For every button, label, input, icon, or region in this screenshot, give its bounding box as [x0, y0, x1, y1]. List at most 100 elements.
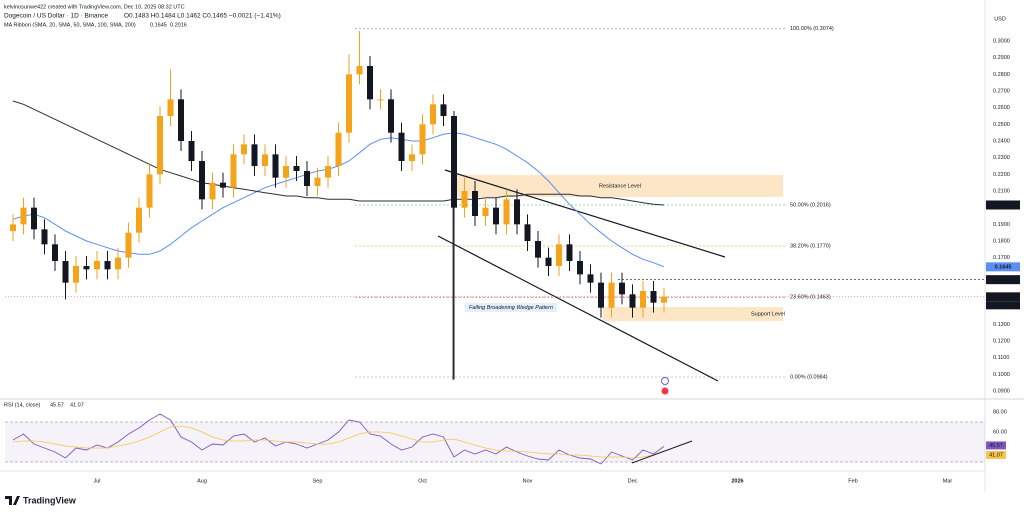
candle-body: [577, 261, 583, 275]
rsi-line: [12, 425, 665, 459]
moving-average: [12, 100, 665, 206]
candle-body: [356, 66, 363, 75]
candle-body: [178, 99, 184, 141]
candle-body: [451, 116, 457, 208]
y-tick-label: 0.1900: [993, 222, 1010, 228]
candle-body: [73, 266, 79, 283]
candle-body: [335, 132, 342, 166]
pattern-label-box: [465, 303, 557, 312]
candle-body: [52, 244, 58, 261]
candle-body: [20, 207, 27, 225]
candle-body: [220, 182, 226, 188]
y-tick-label: 0.3000: [993, 38, 1010, 44]
candle-body: [157, 116, 163, 175]
candle-body: [293, 166, 300, 171]
candle-body: [472, 191, 478, 216]
wedge-upper: [444, 169, 726, 258]
candle-body: [503, 199, 510, 225]
candle-body: [167, 99, 174, 116]
candle-body: [125, 232, 132, 258]
ma-badge-bg: [986, 262, 1020, 272]
candle-body: [587, 274, 594, 283]
y-tick-label: 0.1100: [993, 355, 1009, 361]
candle-body: [136, 207, 142, 233]
candle-body: [608, 282, 615, 308]
ma-badge: 0.1645: [995, 264, 1012, 270]
legend-value: 0.1645: [150, 22, 167, 28]
candle-body: [640, 291, 646, 308]
candle-body: [62, 261, 69, 283]
x-tick-label: Jul: [93, 478, 100, 484]
candle-body: [262, 154, 268, 166]
rsi-badge-bg: [986, 441, 1006, 450]
wedge-lower: [437, 235, 719, 382]
candle-body: [283, 166, 289, 178]
y-tick-label: 0.1800: [993, 238, 1010, 244]
y-tick-label: 0.2100: [993, 188, 1010, 194]
candle-body: [661, 296, 667, 303]
y-tick-label: 0.2700: [993, 88, 1010, 94]
legend-value: 45.57: [50, 402, 64, 408]
candle-body: [346, 74, 352, 133]
brand-logo: [5, 496, 20, 505]
candle-body: [31, 207, 37, 230]
countdown-bg: [986, 301, 1020, 310]
rsi-badge-bg: [986, 450, 1006, 459]
brand: TradingView: [23, 495, 77, 505]
candle-body: [493, 207, 499, 225]
candle-body: [304, 171, 310, 186]
candle-body: [440, 104, 447, 116]
candle-body: [545, 257, 552, 266]
candle-body: [83, 266, 90, 270]
candle-body: [115, 257, 121, 270]
price-badge-bg: [986, 292, 1020, 302]
candle-body: [241, 144, 247, 155]
price-badge: 0.1465: [995, 294, 1012, 300]
fib-label: 50.00% (0.2016): [790, 202, 831, 208]
resistance-label: Resistance Level: [599, 183, 641, 189]
symbol-title: Dogecoin / US Dollar · 1D · Binance: [4, 13, 108, 20]
rsi-trendline: [631, 440, 693, 464]
candle-body: [314, 177, 321, 186]
pattern-label: Falling Broadening Wedge Pattern: [469, 305, 553, 311]
candle-body: [377, 99, 384, 101]
candle-body: [598, 282, 604, 308]
x-tick-label: Oct: [418, 478, 427, 484]
x-tick-label: Nov: [523, 478, 533, 484]
candle-body: [251, 144, 258, 166]
x-tick-label: Sep: [313, 478, 323, 484]
rsi-tick-label: 60.00: [993, 429, 1007, 435]
candle-body: [10, 224, 16, 231]
y-tick-label: 0.1700: [993, 255, 1010, 261]
credit: kelvinosunwe422 created with TradingView…: [4, 4, 185, 10]
candle-body: [535, 241, 541, 258]
rsi-badge: 45.57: [989, 443, 1003, 449]
x-tick-label: Mar: [943, 478, 953, 484]
candle-body: [230, 154, 237, 188]
candle-body: [367, 66, 373, 100]
candle-body: [41, 229, 48, 245]
x-tick-label: Aug: [197, 478, 207, 484]
candle-body: [461, 191, 468, 208]
candle-body: [209, 182, 216, 200]
candle-body: [94, 261, 100, 270]
y-tick-label: 0.2600: [993, 105, 1010, 111]
resistance-zone: [455, 175, 783, 197]
fib-label: 0.00% (0.0984): [790, 374, 828, 380]
event-icon: [661, 387, 669, 395]
y-tick-label: 0.0900: [993, 388, 1010, 394]
candle-body: [566, 244, 573, 261]
rsi-band: [5, 422, 985, 462]
rsi-tick-label: 80.00: [993, 409, 1007, 415]
y-tick-label: 0.2500: [993, 122, 1010, 128]
candle-body: [188, 141, 195, 161]
candle-body: [514, 199, 520, 225]
rsi-title: RSI (14, close): [4, 402, 41, 408]
candle-body: [199, 161, 205, 200]
candle-body: [104, 261, 111, 270]
candle-body: [146, 174, 153, 208]
currency: USD: [994, 16, 1006, 22]
y-tick-label: 0.2800: [993, 72, 1010, 78]
